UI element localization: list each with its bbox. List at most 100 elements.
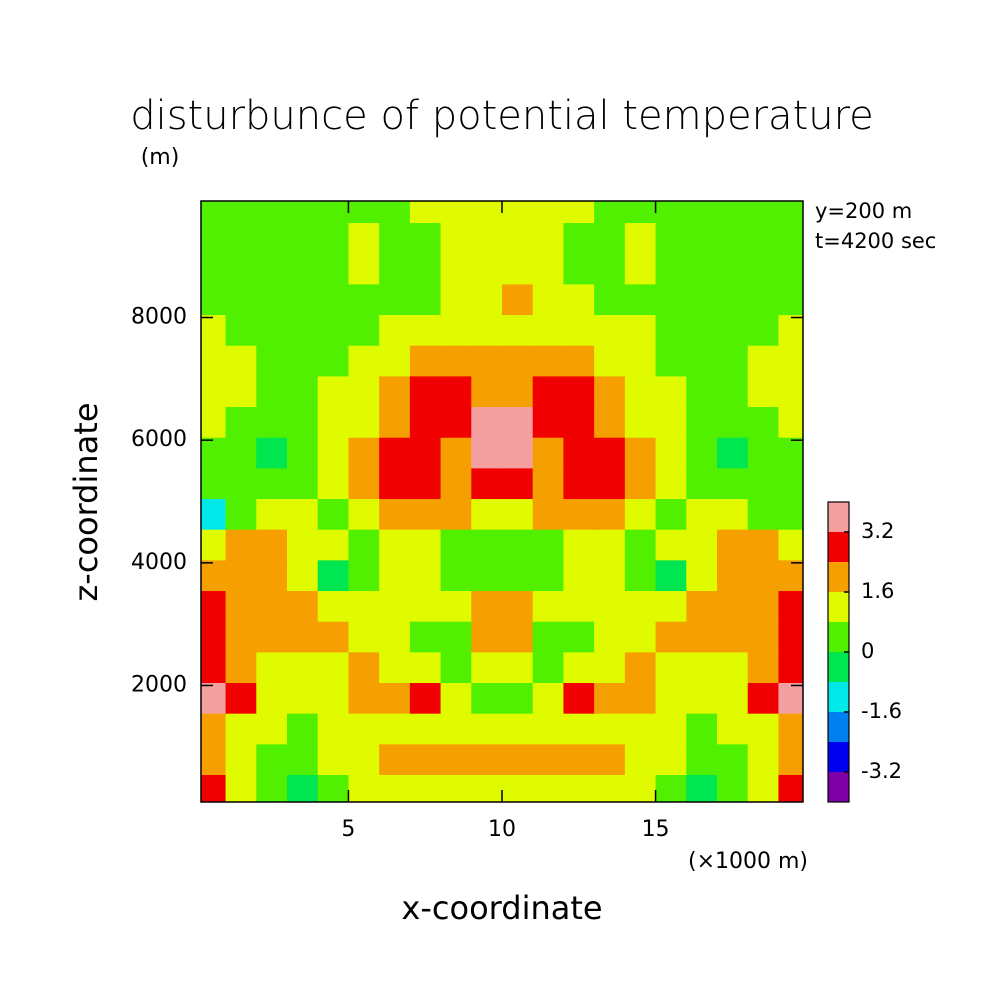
colorbar-tick-label: -3.2 [861,759,902,783]
contour-cell [655,498,687,530]
contour-cell [563,283,595,316]
contour-cell [348,406,380,438]
contour-cell [686,529,718,561]
contour-cell [440,314,472,346]
contour-cell [348,743,380,776]
colorbar-box [828,562,849,592]
contour-cell [379,590,411,622]
contour-cell [655,467,687,500]
contour-cell [655,651,687,684]
contour-cell [778,314,803,346]
contour-cell [409,201,442,224]
contour-cell [655,774,687,802]
contour-cell [348,253,380,285]
contour-cell [225,437,257,469]
y-tick-label: 8000 [131,305,187,330]
contour-cell [563,375,595,408]
colorbar-box [828,532,849,562]
contour-cell [747,529,780,561]
contour-cell [440,406,472,438]
contour-cell [225,774,257,802]
contour-cell [624,682,657,714]
colorbar-box [828,592,849,622]
contour-cell [655,682,687,714]
x-tick-label: 10 [488,817,516,842]
contour-cell [256,437,288,469]
contour-cell [778,529,803,561]
contour-cell [287,201,319,224]
contour-cell [379,621,411,653]
contour-cell [717,283,749,316]
contour-cell [287,283,319,316]
contour-cell [287,590,319,622]
contour-cell [778,743,803,776]
contour-cell [440,467,472,500]
contour-cell [409,437,442,469]
contour-cell [471,590,503,622]
contour-cell [317,590,350,622]
contour-cell [201,437,227,469]
contour-cell [624,437,657,469]
contour-cell [409,345,442,377]
contour-cell [532,437,565,469]
contour-cell [532,222,565,254]
colorbar-box [828,772,849,802]
x-unit: (×1000 m) [688,849,808,874]
contour-cell [440,682,472,714]
colorbar-tick-label: 3.2 [861,519,894,543]
contour-cell [409,651,442,684]
contour-cell [778,682,803,714]
contour-cell [287,437,319,469]
contour-cell [471,253,503,285]
contour-cell [201,529,227,561]
contour-cell [778,253,803,285]
contour-cell [409,283,442,316]
contour-cell [563,682,595,714]
contour-cell [317,314,350,346]
contour-cell [778,498,803,530]
contour-cell [379,253,411,285]
contour-cell [471,774,503,802]
contour-cell [717,498,749,530]
contour-cell [778,201,803,224]
contour-cell [287,682,319,714]
contour-cell [686,774,718,802]
contour-cell [409,222,442,254]
contour-cell [502,406,534,438]
contour-cell [502,345,534,377]
contour-cell [502,253,534,285]
contour-cell [471,529,503,561]
contour-cell [686,406,718,438]
contour-cell [225,201,257,224]
contour-cell [317,406,350,438]
contour-cell [317,375,350,408]
contour-cell [778,559,803,592]
contour-cell [747,682,780,714]
contour-cell [655,314,687,346]
contour-cell [502,283,534,316]
contour-cell [201,314,227,346]
contour-cell [717,375,749,408]
contour-cell [594,498,626,530]
contour-cell [594,375,626,408]
contour-cell [778,467,803,500]
contour-cell [409,559,442,592]
contour-cell [502,743,534,776]
contour-cell [563,590,595,622]
contour-cell [256,743,288,776]
contour-cell [379,201,411,224]
contour-cell [747,713,780,745]
contour-cell [256,590,288,622]
contour-cell [532,201,565,224]
contour-cell [471,651,503,684]
contour-cell [317,743,350,776]
y-tick-label: 4000 [131,550,187,575]
contour-cell [201,375,227,408]
contour-cell [471,222,503,254]
contour-cell [655,406,687,438]
contour-cell [471,713,503,745]
contour-cell [471,283,503,316]
contour-cell [686,314,718,346]
contour-cell [379,437,411,469]
colorbar-box [828,712,849,742]
